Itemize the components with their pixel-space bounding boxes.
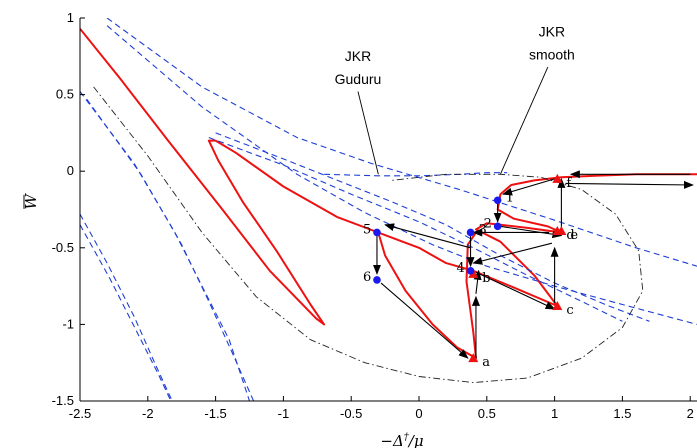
y-tick-label-4: -1	[62, 316, 74, 331]
point-3	[466, 228, 475, 237]
point-label-4: 4	[457, 261, 465, 276]
arrow-1	[565, 180, 694, 189]
x-tick-label-5: 0	[415, 406, 422, 421]
x-axis-label: −Δ†/μ	[380, 432, 423, 448]
x-tick-label-1: -2	[142, 406, 154, 421]
arrow-9	[475, 271, 556, 310]
triangle-label-b: b	[482, 271, 490, 286]
triangle-marker-a	[468, 353, 479, 363]
annotation-text-2: Guduru	[335, 71, 382, 87]
triangle-marker-f	[552, 173, 563, 183]
dashed-curve-11	[80, 224, 172, 401]
y-tick-label-5: -1.5	[52, 393, 74, 408]
point-2	[493, 222, 502, 231]
arrow-12	[473, 269, 482, 294]
point-label-6: 6	[363, 270, 371, 285]
x-tick-label-7: 1	[551, 406, 558, 421]
axes: -2.5 -2 -1.5 -1 -0.5 0 0.5 1 1.5 210.50-0.5-1-1.5…	[22, 10, 697, 448]
arrow-16	[380, 282, 469, 359]
y-tick-label-1: 0.5	[56, 87, 74, 102]
dashed-curve-9	[86, 98, 255, 401]
point-label-3: 3	[479, 222, 487, 237]
point-1	[493, 196, 502, 205]
x-tick-label-4: -0.5	[340, 406, 362, 421]
triangle-label-e: e	[570, 228, 578, 243]
arrow-11	[472, 242, 553, 265]
x-tick-label-3: -1	[278, 406, 290, 421]
envelope-curve-12	[93, 86, 644, 384]
y-tick-label-3: -0.5	[52, 240, 74, 255]
point-4	[466, 266, 475, 275]
plot-overlay: a b c de f 123 4 5 6 JKR Guduru JKR smooth	[335, 23, 694, 370]
point-5	[373, 228, 381, 237]
triangle-marker-e	[556, 225, 567, 235]
y-tick-label-2: 0	[67, 163, 74, 178]
annotation-text-4: smooth	[529, 46, 575, 62]
y-axis-label: W	[22, 193, 40, 210]
dashed-curve-3	[106, 18, 697, 267]
dashed-curve-7	[324, 172, 508, 177]
point-6	[373, 276, 381, 284]
point-label-1: 1	[506, 190, 514, 205]
annotation-line-1	[357, 91, 379, 175]
x-tick-label-6: 0.5	[478, 406, 496, 421]
y-tick-label-0: 1	[67, 10, 74, 25]
annotation-text-3: JKR	[539, 23, 565, 39]
annotation-line-2	[499, 66, 549, 175]
triangle-marker-c	[552, 301, 563, 311]
arrow-3	[502, 178, 555, 196]
triangle-label-c: c	[566, 303, 573, 318]
x-tick-label-8: 1.5	[613, 406, 631, 421]
x-tick-label-2: -1.5	[204, 406, 226, 421]
dashed-curve-10	[80, 213, 173, 401]
dashed-curve-4	[106, 25, 697, 325]
point-label-5: 5	[363, 222, 371, 237]
arrow-5	[500, 225, 563, 239]
dashed-curve-6	[208, 136, 623, 322]
x-tick-label-9: 2	[687, 406, 694, 421]
triangle-label-a: a	[482, 355, 490, 370]
x-tick-label-0: -2.5	[69, 406, 91, 421]
triangle-label-d: d	[566, 228, 574, 243]
arrow-14	[384, 223, 471, 249]
point-label-2: 2	[484, 216, 492, 231]
dashed-curve-5	[215, 132, 650, 322]
triangle-label-f: f	[566, 176, 572, 191]
annotation-text-1: JKR	[345, 48, 371, 64]
